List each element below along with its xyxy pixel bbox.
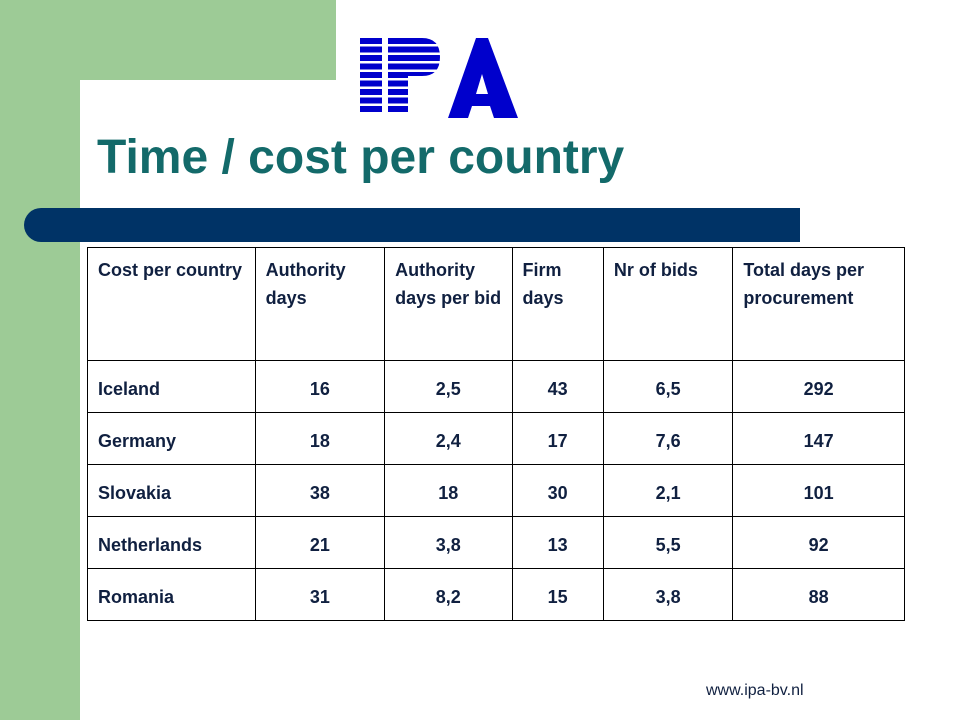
table-row: Romania 31 8,2 15 3,8 88 bbox=[87, 568, 905, 621]
slide-title: Time / cost per country bbox=[97, 131, 625, 184]
cell-total-days: 88 bbox=[732, 568, 905, 621]
cell-country: Netherlands bbox=[87, 516, 256, 569]
title-divider-bar bbox=[24, 208, 800, 242]
header-firm-days: Firm days bbox=[511, 247, 604, 361]
table-row: Slovakia 38 18 30 2,1 101 bbox=[87, 464, 905, 517]
header-nr-of-bids: Nr of bids bbox=[602, 247, 734, 361]
cell-country: Slovakia bbox=[87, 464, 256, 517]
white-rounded-corner bbox=[80, 80, 336, 280]
cell-authority-days-per-bid: 2,4 bbox=[384, 412, 513, 465]
time-cost-table: Cost per country Authority days Authorit… bbox=[87, 247, 905, 621]
cell-nr-of-bids: 7,6 bbox=[602, 412, 734, 465]
table-row: Netherlands 21 3,8 13 5,5 92 bbox=[87, 516, 905, 569]
cell-authority-days-per-bid: 3,8 bbox=[384, 516, 513, 569]
header-total-days: Total days per procurement bbox=[732, 247, 905, 361]
cell-total-days: 147 bbox=[732, 412, 905, 465]
cell-total-days: 292 bbox=[732, 360, 905, 413]
cell-firm-days: 15 bbox=[511, 568, 604, 621]
cell-authority-days: 21 bbox=[254, 516, 386, 569]
cell-total-days: 92 bbox=[732, 516, 905, 569]
table-row: Germany 18 2,4 17 7,6 147 bbox=[87, 412, 905, 465]
cell-authority-days: 38 bbox=[254, 464, 386, 517]
green-top-block bbox=[80, 0, 336, 80]
cell-firm-days: 43 bbox=[511, 360, 604, 413]
header-cost-per-country: Cost per country bbox=[87, 247, 256, 361]
cell-total-days: 101 bbox=[732, 464, 905, 517]
cell-authority-days-per-bid: 18 bbox=[384, 464, 513, 517]
green-side-bar bbox=[0, 0, 80, 720]
cell-firm-days: 30 bbox=[511, 464, 604, 517]
ipa-logo bbox=[360, 38, 518, 118]
header-authority-days: Authority days bbox=[254, 247, 386, 361]
table-header-row: Cost per country Authority days Authorit… bbox=[87, 247, 905, 361]
cell-authority-days-per-bid: 2,5 bbox=[384, 360, 513, 413]
cell-firm-days: 13 bbox=[511, 516, 604, 569]
cell-nr-of-bids: 6,5 bbox=[602, 360, 734, 413]
header-authority-days-per-bid: Authority days per bid bbox=[384, 247, 513, 361]
cell-firm-days: 17 bbox=[511, 412, 604, 465]
cell-authority-days: 18 bbox=[254, 412, 386, 465]
cell-authority-days: 31 bbox=[254, 568, 386, 621]
cell-nr-of-bids: 2,1 bbox=[602, 464, 734, 517]
cell-authority-days-per-bid: 8,2 bbox=[384, 568, 513, 621]
cell-country: Romania bbox=[87, 568, 256, 621]
cell-authority-days: 16 bbox=[254, 360, 386, 413]
cell-nr-of-bids: 3,8 bbox=[602, 568, 734, 621]
cell-nr-of-bids: 5,5 bbox=[602, 516, 734, 569]
table-row: Iceland 16 2,5 43 6,5 292 bbox=[87, 360, 905, 413]
cell-country: Iceland bbox=[87, 360, 256, 413]
footer-url: www.ipa-bv.nl bbox=[706, 682, 804, 699]
cell-country: Germany bbox=[87, 412, 256, 465]
